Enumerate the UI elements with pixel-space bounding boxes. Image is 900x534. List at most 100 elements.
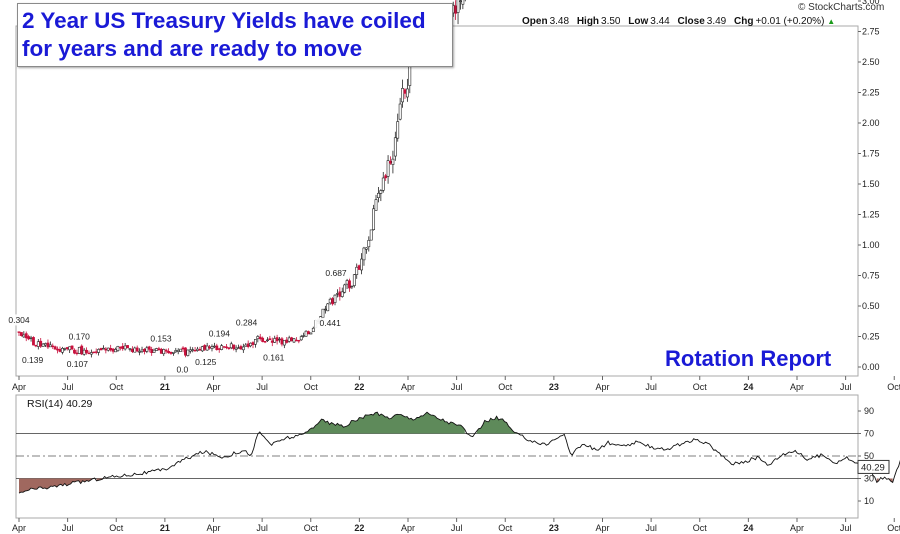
annotation-label: 0.0 bbox=[176, 365, 188, 375]
annotation-bg bbox=[172, 364, 193, 376]
candle-body bbox=[61, 348, 64, 353]
candle-body bbox=[246, 343, 250, 347]
annotation-label: 0.170 bbox=[69, 331, 91, 341]
annotation-label: 0.441 bbox=[320, 318, 342, 328]
rsi-overbought-fill bbox=[305, 412, 465, 434]
price-y-tick-label: 3.00 bbox=[862, 0, 880, 6]
candle-body bbox=[75, 352, 79, 355]
rsi-label: RSI(14) 40.29 bbox=[27, 398, 93, 410]
brand-watermark: © StockCharts.com bbox=[798, 2, 885, 13]
candle-body bbox=[299, 336, 303, 341]
candle-body bbox=[152, 349, 156, 353]
candle-body bbox=[29, 337, 33, 340]
rsi-x-tick-label: Apr bbox=[12, 523, 26, 533]
candle-body bbox=[196, 348, 199, 351]
price-x-tick-label: 23 bbox=[549, 382, 559, 392]
rsi-x-tick-label: Apr bbox=[401, 523, 415, 533]
rotation-report-watermark: Rotation Report bbox=[665, 346, 832, 371]
rsi-x-axis: Apr Jul Oct 21 Apr Jul Oct 22 Apr Jul Oct 23 Apr Jul O… bbox=[12, 518, 900, 533]
chart-title-box: 2 Year US Treasury Yields have coiled fo… bbox=[17, 3, 453, 67]
candle-body bbox=[229, 343, 233, 349]
candle-body bbox=[97, 349, 101, 353]
title-line-1: 2 Year US Treasury Yields have coiled bbox=[22, 8, 426, 33]
rsi-x-tick-label: Jul bbox=[840, 523, 852, 533]
candle-body bbox=[188, 349, 192, 352]
candle-body bbox=[348, 280, 351, 289]
candle-body bbox=[123, 345, 127, 350]
price-x-tick-label: Oct bbox=[887, 382, 900, 392]
price-x-tick-label: Oct bbox=[693, 382, 708, 392]
candle-body bbox=[65, 347, 69, 350]
rsi-x-tick-label: Apr bbox=[595, 523, 609, 533]
candle-body bbox=[34, 344, 38, 347]
candle-body bbox=[150, 349, 154, 354]
rsi-last-box bbox=[857, 459, 890, 474]
candle-body bbox=[159, 348, 163, 354]
open-value: 3.48 bbox=[549, 16, 570, 27]
price-y-tick-label: 2.25 bbox=[862, 88, 880, 98]
candle-body bbox=[340, 291, 344, 297]
annotation-label: 0.194 bbox=[209, 328, 231, 338]
annotation-bg bbox=[145, 332, 177, 344]
annotation-label: 0.139 bbox=[22, 355, 44, 365]
candle-body bbox=[362, 247, 366, 261]
candle-body bbox=[111, 348, 115, 352]
candle-body bbox=[326, 303, 330, 312]
price-x-tick-label: Jul bbox=[256, 382, 268, 392]
candle-body bbox=[205, 345, 209, 351]
price-y-tick-label: 2.75 bbox=[862, 27, 880, 37]
candle-body bbox=[282, 340, 286, 346]
candle-body bbox=[147, 346, 151, 350]
candle-body bbox=[461, 0, 465, 5]
candle-body bbox=[99, 348, 103, 351]
annotation-label: 0.304 bbox=[8, 315, 30, 325]
candle-body bbox=[364, 247, 368, 250]
candle-body bbox=[58, 349, 62, 352]
price-x-tick-label: Jul bbox=[451, 382, 463, 392]
candle-body bbox=[17, 331, 21, 333]
ohlc-readout: Open 3.48 High 3.50 Low 3.44 Close 3.49 Chg +… bbox=[522, 16, 835, 27]
candle-body bbox=[311, 327, 315, 333]
chg-label: Chg bbox=[734, 16, 754, 27]
open-label: Open bbox=[522, 16, 548, 27]
price-y-tick-label: 1.25 bbox=[862, 210, 880, 220]
rsi-y-tick-label: 30 bbox=[864, 474, 874, 484]
candle-body bbox=[336, 293, 339, 295]
candle-body bbox=[256, 336, 260, 340]
rsi-x-tick-label: Oct bbox=[109, 523, 124, 533]
candle-body bbox=[266, 339, 269, 342]
rsi-y-axis: 90 70 50 30 10 40.29 bbox=[857, 406, 890, 506]
price-panel-frame bbox=[15, 25, 859, 377]
rsi-oversold-fill bbox=[876, 478, 879, 483]
candle-body bbox=[374, 199, 378, 211]
price-y-tick-label: 1.75 bbox=[862, 149, 880, 159]
rsi-x-tick-label: Jul bbox=[645, 523, 657, 533]
candle-body bbox=[143, 348, 146, 352]
price-y-tick-label: 0.75 bbox=[862, 271, 880, 281]
candle-body bbox=[145, 347, 149, 352]
rsi-x-tick-label: Jul bbox=[256, 523, 268, 533]
price-x-tick-label: Apr bbox=[12, 382, 26, 392]
candle-body bbox=[232, 344, 236, 349]
candle-body bbox=[367, 240, 371, 248]
rsi-x-tick-label: Apr bbox=[790, 523, 804, 533]
candle-body bbox=[179, 348, 183, 352]
price-x-tick-label: Jul bbox=[645, 382, 657, 392]
price-x-tick-label: Oct bbox=[304, 382, 319, 392]
candle-body bbox=[114, 349, 117, 353]
candle-body bbox=[102, 347, 105, 350]
candle-body bbox=[350, 285, 354, 288]
candle-body bbox=[174, 350, 178, 353]
candle-body bbox=[82, 349, 86, 355]
candle-body bbox=[333, 294, 337, 303]
annotation-bg bbox=[61, 358, 93, 370]
candle-body bbox=[203, 345, 207, 350]
close-value: 3.49 bbox=[706, 16, 727, 27]
candle-body bbox=[384, 175, 388, 179]
rsi-x-tick-label: Oct bbox=[693, 523, 708, 533]
candle-body bbox=[357, 265, 361, 270]
candle-body bbox=[162, 349, 166, 355]
annotation-bg bbox=[3, 314, 35, 326]
price-y-tick-label: 2.50 bbox=[862, 57, 880, 67]
